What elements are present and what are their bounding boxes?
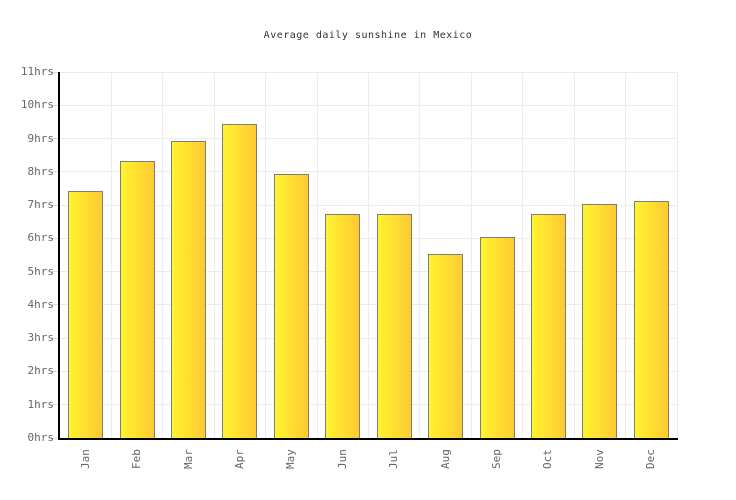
x-axis-label-mar: Mar <box>181 449 195 469</box>
bar-mar <box>171 140 207 438</box>
gridline-v-5 <box>316 72 318 438</box>
y-tick-mark-8 <box>52 171 58 173</box>
x-axis-label-may: May <box>284 449 298 469</box>
y-axis-label-0hrs: 0hrs <box>27 431 55 444</box>
gridline-v-8 <box>470 72 472 438</box>
plot-area <box>60 71 678 438</box>
y-axis-label-10hrs: 10hrs <box>20 98 54 112</box>
y-axis-label-2hrs: 2hrs <box>27 364 55 378</box>
gridline-v-9 <box>522 72 524 438</box>
x-axis-label-apr: Apr <box>232 449 246 469</box>
y-tick-mark-7 <box>52 204 58 206</box>
chart-title: Average daily sunshine in Mexico <box>263 30 473 41</box>
gridline-v-7 <box>419 72 421 438</box>
gridline-v-4 <box>265 72 267 438</box>
x-axis-line <box>58 438 678 440</box>
bar-sep <box>479 237 515 438</box>
bar-jan <box>68 190 104 438</box>
y-tick-mark-10 <box>52 104 58 106</box>
y-tick-mark-0 <box>52 437 58 439</box>
bar-jul <box>376 214 412 438</box>
gridline-v-6 <box>368 72 369 438</box>
y-axis-label-6hrs: 6hrs <box>27 231 55 245</box>
y-tick-mark-6 <box>52 237 58 239</box>
x-axis-label-feb: Feb <box>130 449 144 469</box>
y-axis-line <box>58 72 60 440</box>
x-axis-label-jul: Jul <box>387 449 401 469</box>
y-tick-mark-5 <box>52 271 58 273</box>
y-tick-mark-11 <box>52 71 58 73</box>
y-axis-label-8hrs: 8hrs <box>27 164 55 178</box>
x-axis-label-aug: Aug <box>438 449 452 469</box>
bar-jun <box>325 214 361 438</box>
bar-aug <box>428 254 464 438</box>
gridline-v-2 <box>162 72 164 438</box>
y-tick-mark-4 <box>52 304 58 306</box>
bar-may <box>273 174 309 438</box>
y-tick-mark-3 <box>52 337 58 339</box>
x-axis-label-sep: Sep <box>490 449 504 469</box>
bar-dec <box>633 200 669 438</box>
x-axis-label-jan: Jan <box>78 449 92 469</box>
bar-apr <box>222 124 258 438</box>
y-axis-label-3hrs: 3hrs <box>27 331 55 345</box>
bar-oct <box>530 214 566 438</box>
y-axis-label-1hrs: 1hrs <box>27 397 55 411</box>
bar-nov <box>582 204 618 438</box>
bar-feb <box>119 160 155 438</box>
y-axis-label-5hrs: 5hrs <box>27 264 55 278</box>
y-axis-label-7hrs: 7hrs <box>27 198 55 212</box>
y-tick-mark-2 <box>52 370 58 372</box>
gridline-v-11 <box>625 72 627 438</box>
gridline-v-1 <box>110 72 112 438</box>
gridline-v-12 <box>676 72 678 438</box>
x-axis-label-dec: Dec <box>644 449 658 469</box>
gridline-v-3 <box>213 72 215 438</box>
y-tick-mark-9 <box>52 138 58 140</box>
y-axis-label-4hrs: 4hrs <box>27 297 55 311</box>
x-axis-label-nov: Nov <box>592 449 606 469</box>
gridline-v-10 <box>573 72 575 438</box>
x-axis-label-jun: Jun <box>335 449 349 469</box>
y-axis-label-11hrs: 11hrs <box>20 65 54 78</box>
y-axis-label-9hrs: 9hrs <box>27 131 55 145</box>
x-axis-label-oct: Oct <box>541 449 555 469</box>
y-tick-mark-1 <box>52 404 58 406</box>
